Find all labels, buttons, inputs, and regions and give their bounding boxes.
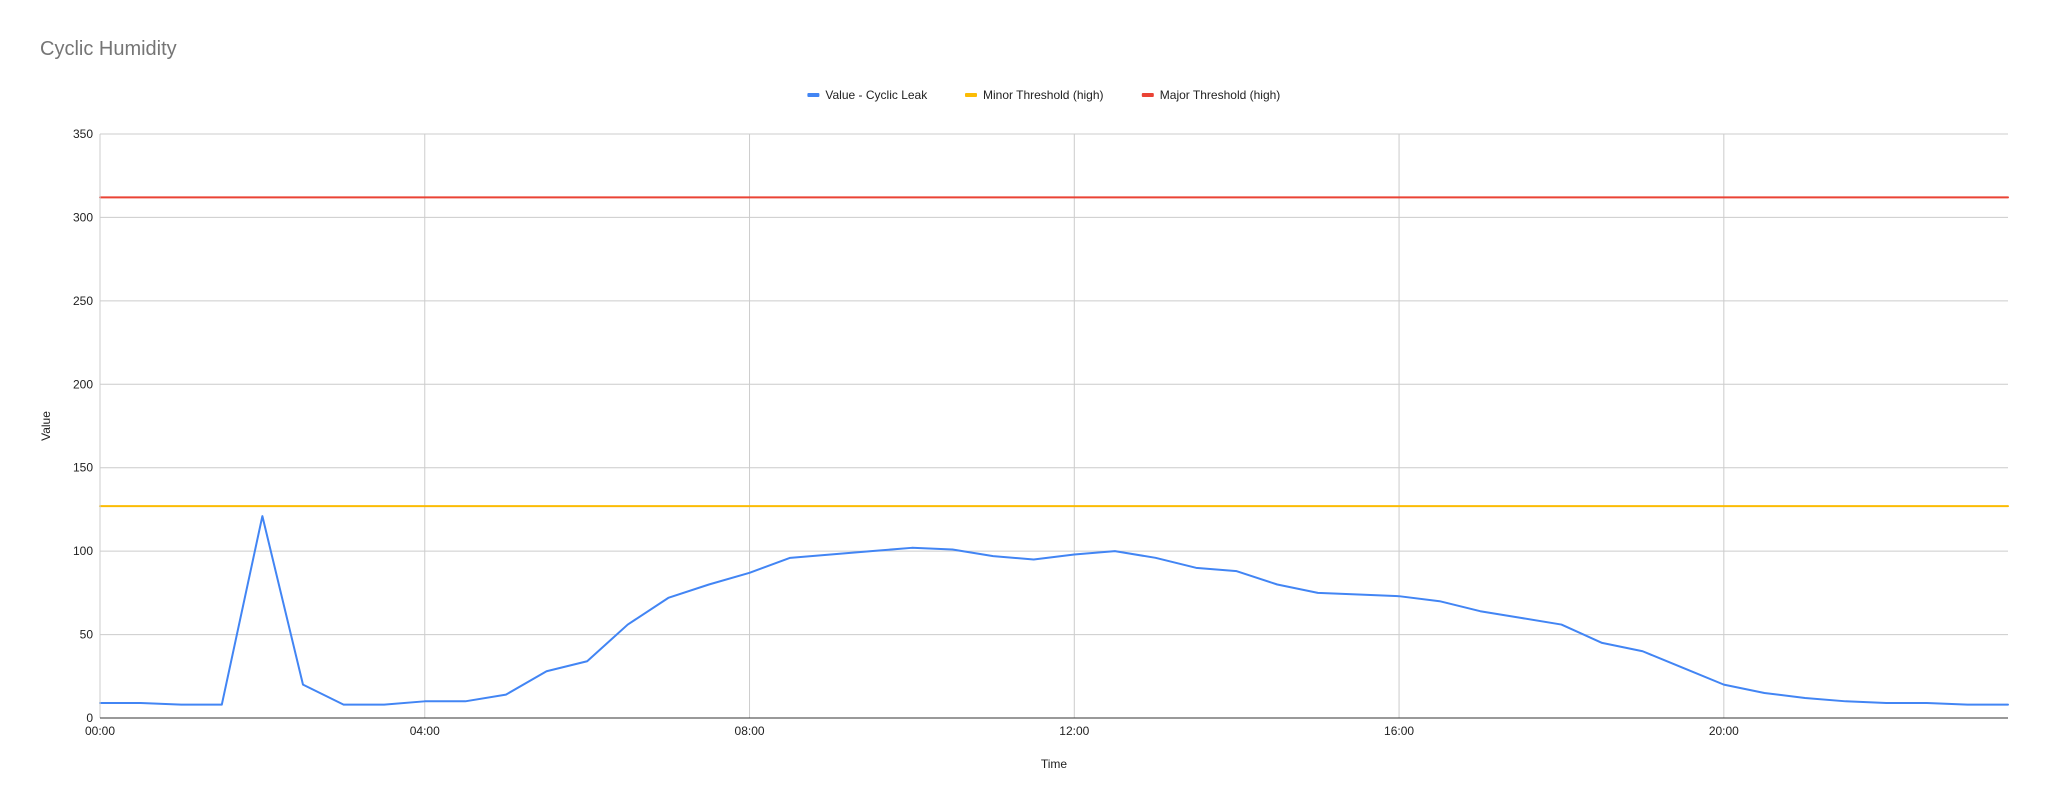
- legend-label: Major Threshold (high): [1160, 88, 1281, 102]
- legend-swatch: [1141, 93, 1154, 97]
- y-tick-label: 200: [73, 377, 93, 391]
- x-tick-label: 20:00: [1709, 724, 1739, 738]
- x-tick-label: 08:00: [735, 724, 765, 738]
- chart-title: Cyclic Humidity: [40, 38, 177, 60]
- grid-layer: [100, 133, 2008, 718]
- x-tick-label: 04:00: [410, 724, 440, 738]
- y-tick-label: 250: [73, 294, 93, 308]
- legend-label: Minor Threshold (high): [983, 88, 1104, 102]
- axis-layer: 0 50 100 150 200 250 300 350 00:00 04:00 08:00 12:0…: [39, 127, 2008, 771]
- x-tick-label: 12:00: [1059, 724, 1089, 738]
- x-axis-title: Time: [1041, 757, 1068, 771]
- y-tick-label: 100: [73, 544, 93, 558]
- series-line-value-cyclic-leak: [99, 515, 2009, 706]
- x-tick-label: 16:00: [1384, 724, 1414, 738]
- y-tick-label: 150: [73, 461, 93, 475]
- series-layer: [99, 196, 2009, 706]
- y-tick-label: 300: [73, 210, 93, 224]
- legend-swatch: [965, 93, 977, 97]
- legend-label: Value - Cyclic Leak: [825, 88, 928, 102]
- legend-swatch: [807, 93, 820, 97]
- y-axis-title: Value: [39, 411, 53, 441]
- legend-layer: Value - Cyclic Leak Minor Threshold (high…: [807, 88, 1280, 102]
- x-tick-label: 00:00: [85, 724, 115, 738]
- y-tick-label: 50: [80, 628, 94, 642]
- y-tick-label: 0: [86, 711, 93, 725]
- y-tick-label: 350: [73, 127, 93, 141]
